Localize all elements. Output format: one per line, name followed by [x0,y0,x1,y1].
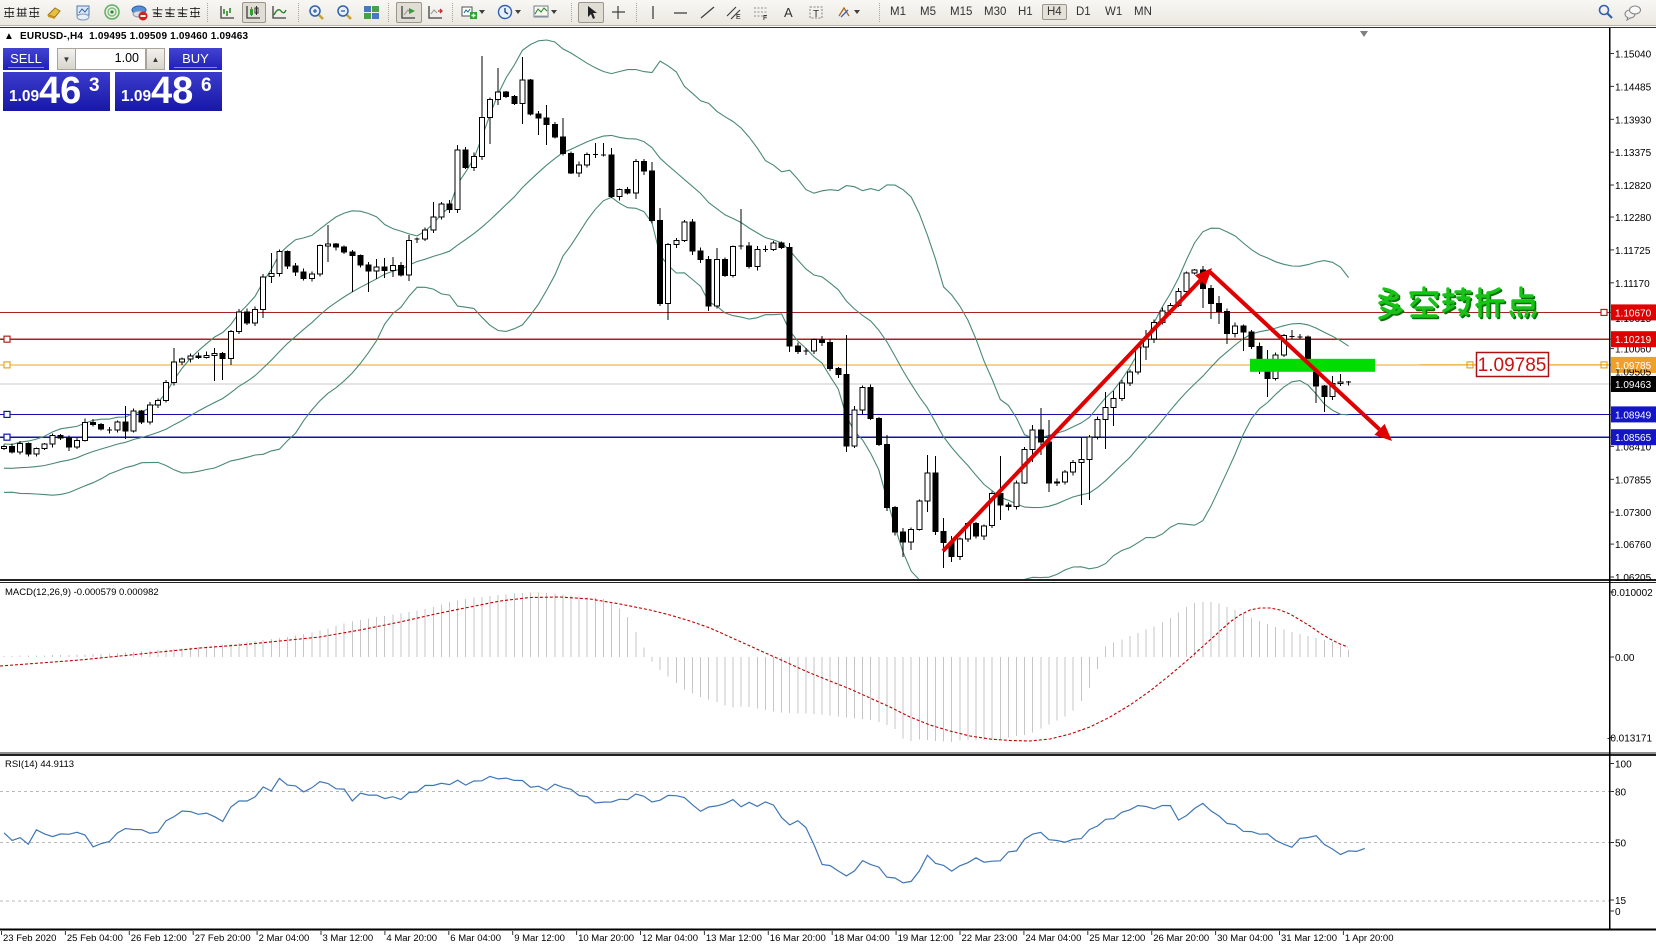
svg-text:MACD(12,26,9) -0.000579 0.0009: MACD(12,26,9) -0.000579 0.000982 [5,587,159,598]
svg-text:1.12280: 1.12280 [1615,213,1652,224]
svg-text:1.10670: 1.10670 [1615,308,1652,319]
svg-text:18 Mar 04:00: 18 Mar 04:00 [834,933,890,944]
svg-text:100: 100 [1615,760,1632,771]
svg-text:1.08410: 1.08410 [1615,442,1652,453]
svg-text:13 Mar 12:00: 13 Mar 12:00 [706,933,762,944]
svg-text:-0.013171: -0.013171 [1607,734,1652,745]
svg-text:10 Mar 20:00: 10 Mar 20:00 [578,933,634,944]
svg-text:1.10060: 1.10060 [1615,345,1652,356]
svg-text:4 Mar 20:00: 4 Mar 20:00 [386,933,437,944]
svg-text:1.06205: 1.06205 [1615,573,1652,584]
svg-text:26 Feb 12:00: 26 Feb 12:00 [131,933,187,944]
svg-text:0.00: 0.00 [1615,653,1635,664]
svg-text:1.10615: 1.10615 [1615,314,1652,325]
svg-text:24 Mar 04:00: 24 Mar 04:00 [1025,933,1081,944]
svg-text:1.09463: 1.09463 [1615,380,1652,391]
svg-text:1.06760: 1.06760 [1615,540,1652,551]
svg-text:12 Mar 04:00: 12 Mar 04:00 [642,933,698,944]
svg-text:1.11725: 1.11725 [1615,246,1651,257]
svg-text:1.09785: 1.09785 [1478,355,1547,376]
svg-text:A: A [784,5,793,20]
svg-text:80: 80 [1615,788,1627,799]
svg-text:25 Feb 04:00: 25 Feb 04:00 [67,933,123,944]
svg-text:1.09785: 1.09785 [1615,361,1652,372]
svg-text:27 Feb 20:00: 27 Feb 20:00 [195,933,251,944]
svg-text:9 Mar 12:00: 9 Mar 12:00 [514,933,565,944]
svg-text:19 Mar 12:00: 19 Mar 12:00 [898,933,954,944]
svg-text:1.15040: 1.15040 [1615,50,1652,61]
svg-text:16 Mar 20:00: 16 Mar 20:00 [770,933,826,944]
svg-text:0: 0 [1615,907,1621,918]
svg-text:0.010002: 0.010002 [1611,588,1653,599]
svg-text:T: T [813,9,819,20]
svg-text:1.07855: 1.07855 [1615,475,1652,486]
svg-text:1.13375: 1.13375 [1615,148,1652,159]
svg-text:50: 50 [1615,839,1627,850]
svg-text:E: E [736,14,741,21]
svg-text:3 Mar 12:00: 3 Mar 12:00 [323,933,374,944]
svg-text:22 Mar 23:00: 22 Mar 23:00 [962,933,1018,944]
svg-text:31 Mar 12:00: 31 Mar 12:00 [1281,933,1337,944]
svg-text:1.09505: 1.09505 [1615,368,1652,379]
svg-text:6 Mar 04:00: 6 Mar 04:00 [450,933,501,944]
svg-text:1.07300: 1.07300 [1615,508,1652,519]
svg-text:23 Feb 2020: 23 Feb 2020 [3,933,56,944]
svg-text:1.08565: 1.08565 [1615,433,1652,444]
svg-text:1.10219: 1.10219 [1615,335,1652,346]
svg-text:2 Mar 04:00: 2 Mar 04:00 [259,933,310,944]
svg-text:30 Mar 04:00: 30 Mar 04:00 [1217,933,1273,944]
svg-text:RSI(14) 44.9113: RSI(14) 44.9113 [5,759,74,770]
svg-text:1.12820: 1.12820 [1615,181,1652,192]
svg-text:1 Apr 20:00: 1 Apr 20:00 [1345,933,1394,944]
svg-text:15: 15 [1615,896,1627,907]
svg-text:1.14485: 1.14485 [1615,82,1652,93]
svg-text:26 Mar 20:00: 26 Mar 20:00 [1153,933,1209,944]
svg-text:1.11170: 1.11170 [1615,279,1650,290]
svg-text:25 Mar 12:00: 25 Mar 12:00 [1089,933,1145,944]
svg-text:1.08949: 1.08949 [1615,410,1652,421]
svg-text:F: F [763,15,767,21]
svg-text:1.13930: 1.13930 [1615,115,1652,126]
